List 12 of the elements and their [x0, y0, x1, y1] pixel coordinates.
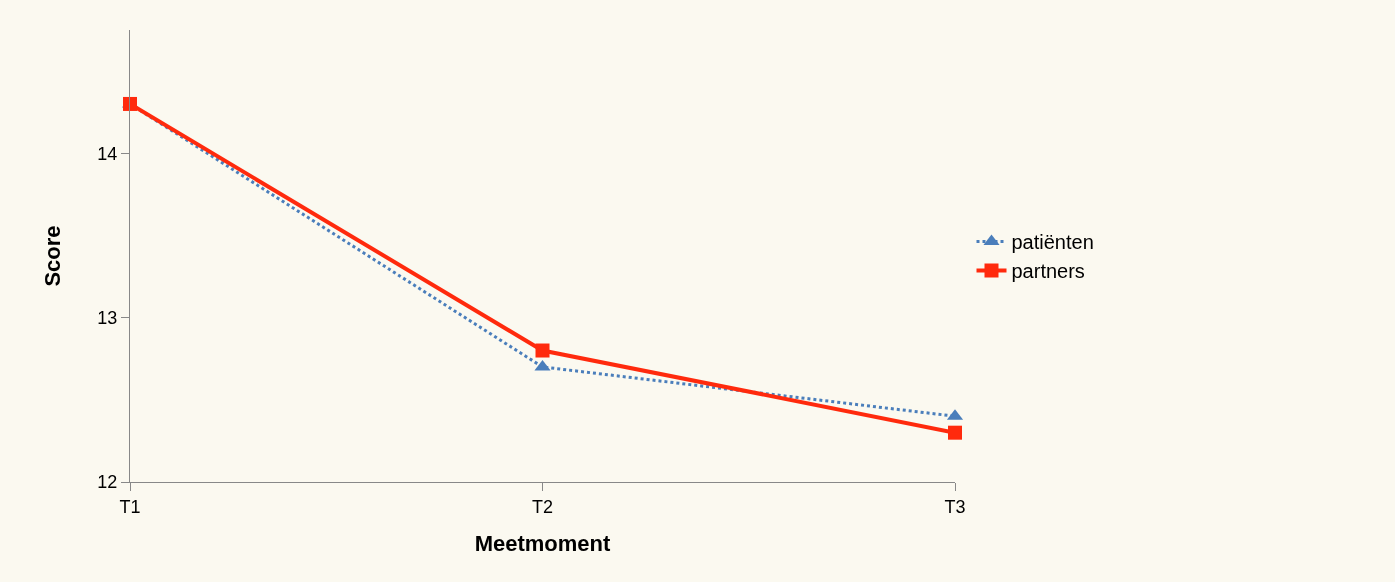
y-axis-title: Score [40, 225, 66, 287]
y-tick-label: 12 [97, 472, 118, 493]
point [948, 425, 962, 440]
legend-label: patiënten [1011, 231, 1094, 254]
point [535, 343, 550, 358]
y-tick-label: 14 [97, 143, 118, 164]
legend-label: partners [1011, 260, 1085, 283]
y-tick-label: 13 [97, 307, 118, 328]
x-axis-title: Meetmoment [474, 531, 612, 557]
x-tick-label: T2 [531, 496, 554, 517]
x-tick-label: T3 [944, 496, 966, 517]
x-tick-label: T1 [119, 496, 141, 517]
